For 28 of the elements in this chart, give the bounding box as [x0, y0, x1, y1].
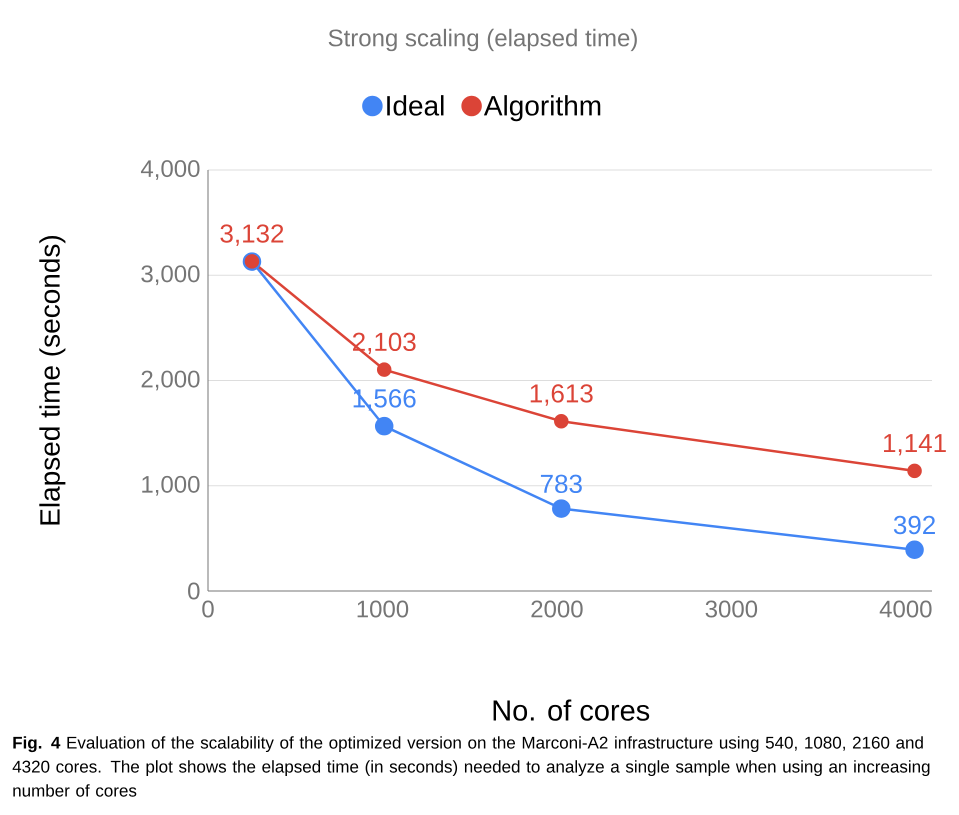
legend-label: Ideal: [387, 95, 444, 116]
y-tick-label: 3,000: [141, 265, 200, 286]
point: [907, 464, 922, 478]
data-label: 1,141: [884, 434, 946, 456]
point: [554, 414, 569, 428]
data-label: 783: [540, 474, 582, 494]
y-tick-label: 1,000: [142, 476, 200, 496]
legend-label: Algorithm: [484, 95, 600, 122]
data-label: 1,613: [530, 384, 593, 406]
chart-title: Strong scaling (elapsed time): [328, 28, 637, 52]
x-tick-label: 2000: [531, 600, 583, 618]
point: [905, 540, 924, 559]
point: [374, 416, 394, 436]
x-tick-label: 1000: [358, 600, 408, 618]
point: [376, 362, 392, 377]
y-tick-label: 0: [188, 582, 200, 600]
y-tick-label: 2,000: [142, 370, 200, 390]
data-label: 2,103: [352, 332, 416, 354]
x-axis-title: No. of cores: [494, 700, 650, 721]
data-label: 3,132: [220, 224, 284, 246]
data-label: 392: [894, 516, 935, 534]
point: [552, 499, 571, 518]
y-tick-label: 4,000: [140, 160, 200, 180]
x-tick-label: 0: [202, 600, 214, 618]
x-tick-label: 3000: [706, 600, 758, 618]
x-tick-label: 4000: [880, 600, 932, 618]
y-axis-title: Elapsed time (seconds): [39, 236, 66, 524]
text: Fig. 4 Evaluation of the scalability of the optimized version on the Marconi-A2 infrastructure using 540, 1080, 2160 and 4320 cores. The plot shows the elapsed time (in seconds) needed to analyze a single sample when using an increasing number of cores: [12, 736, 930, 797]
